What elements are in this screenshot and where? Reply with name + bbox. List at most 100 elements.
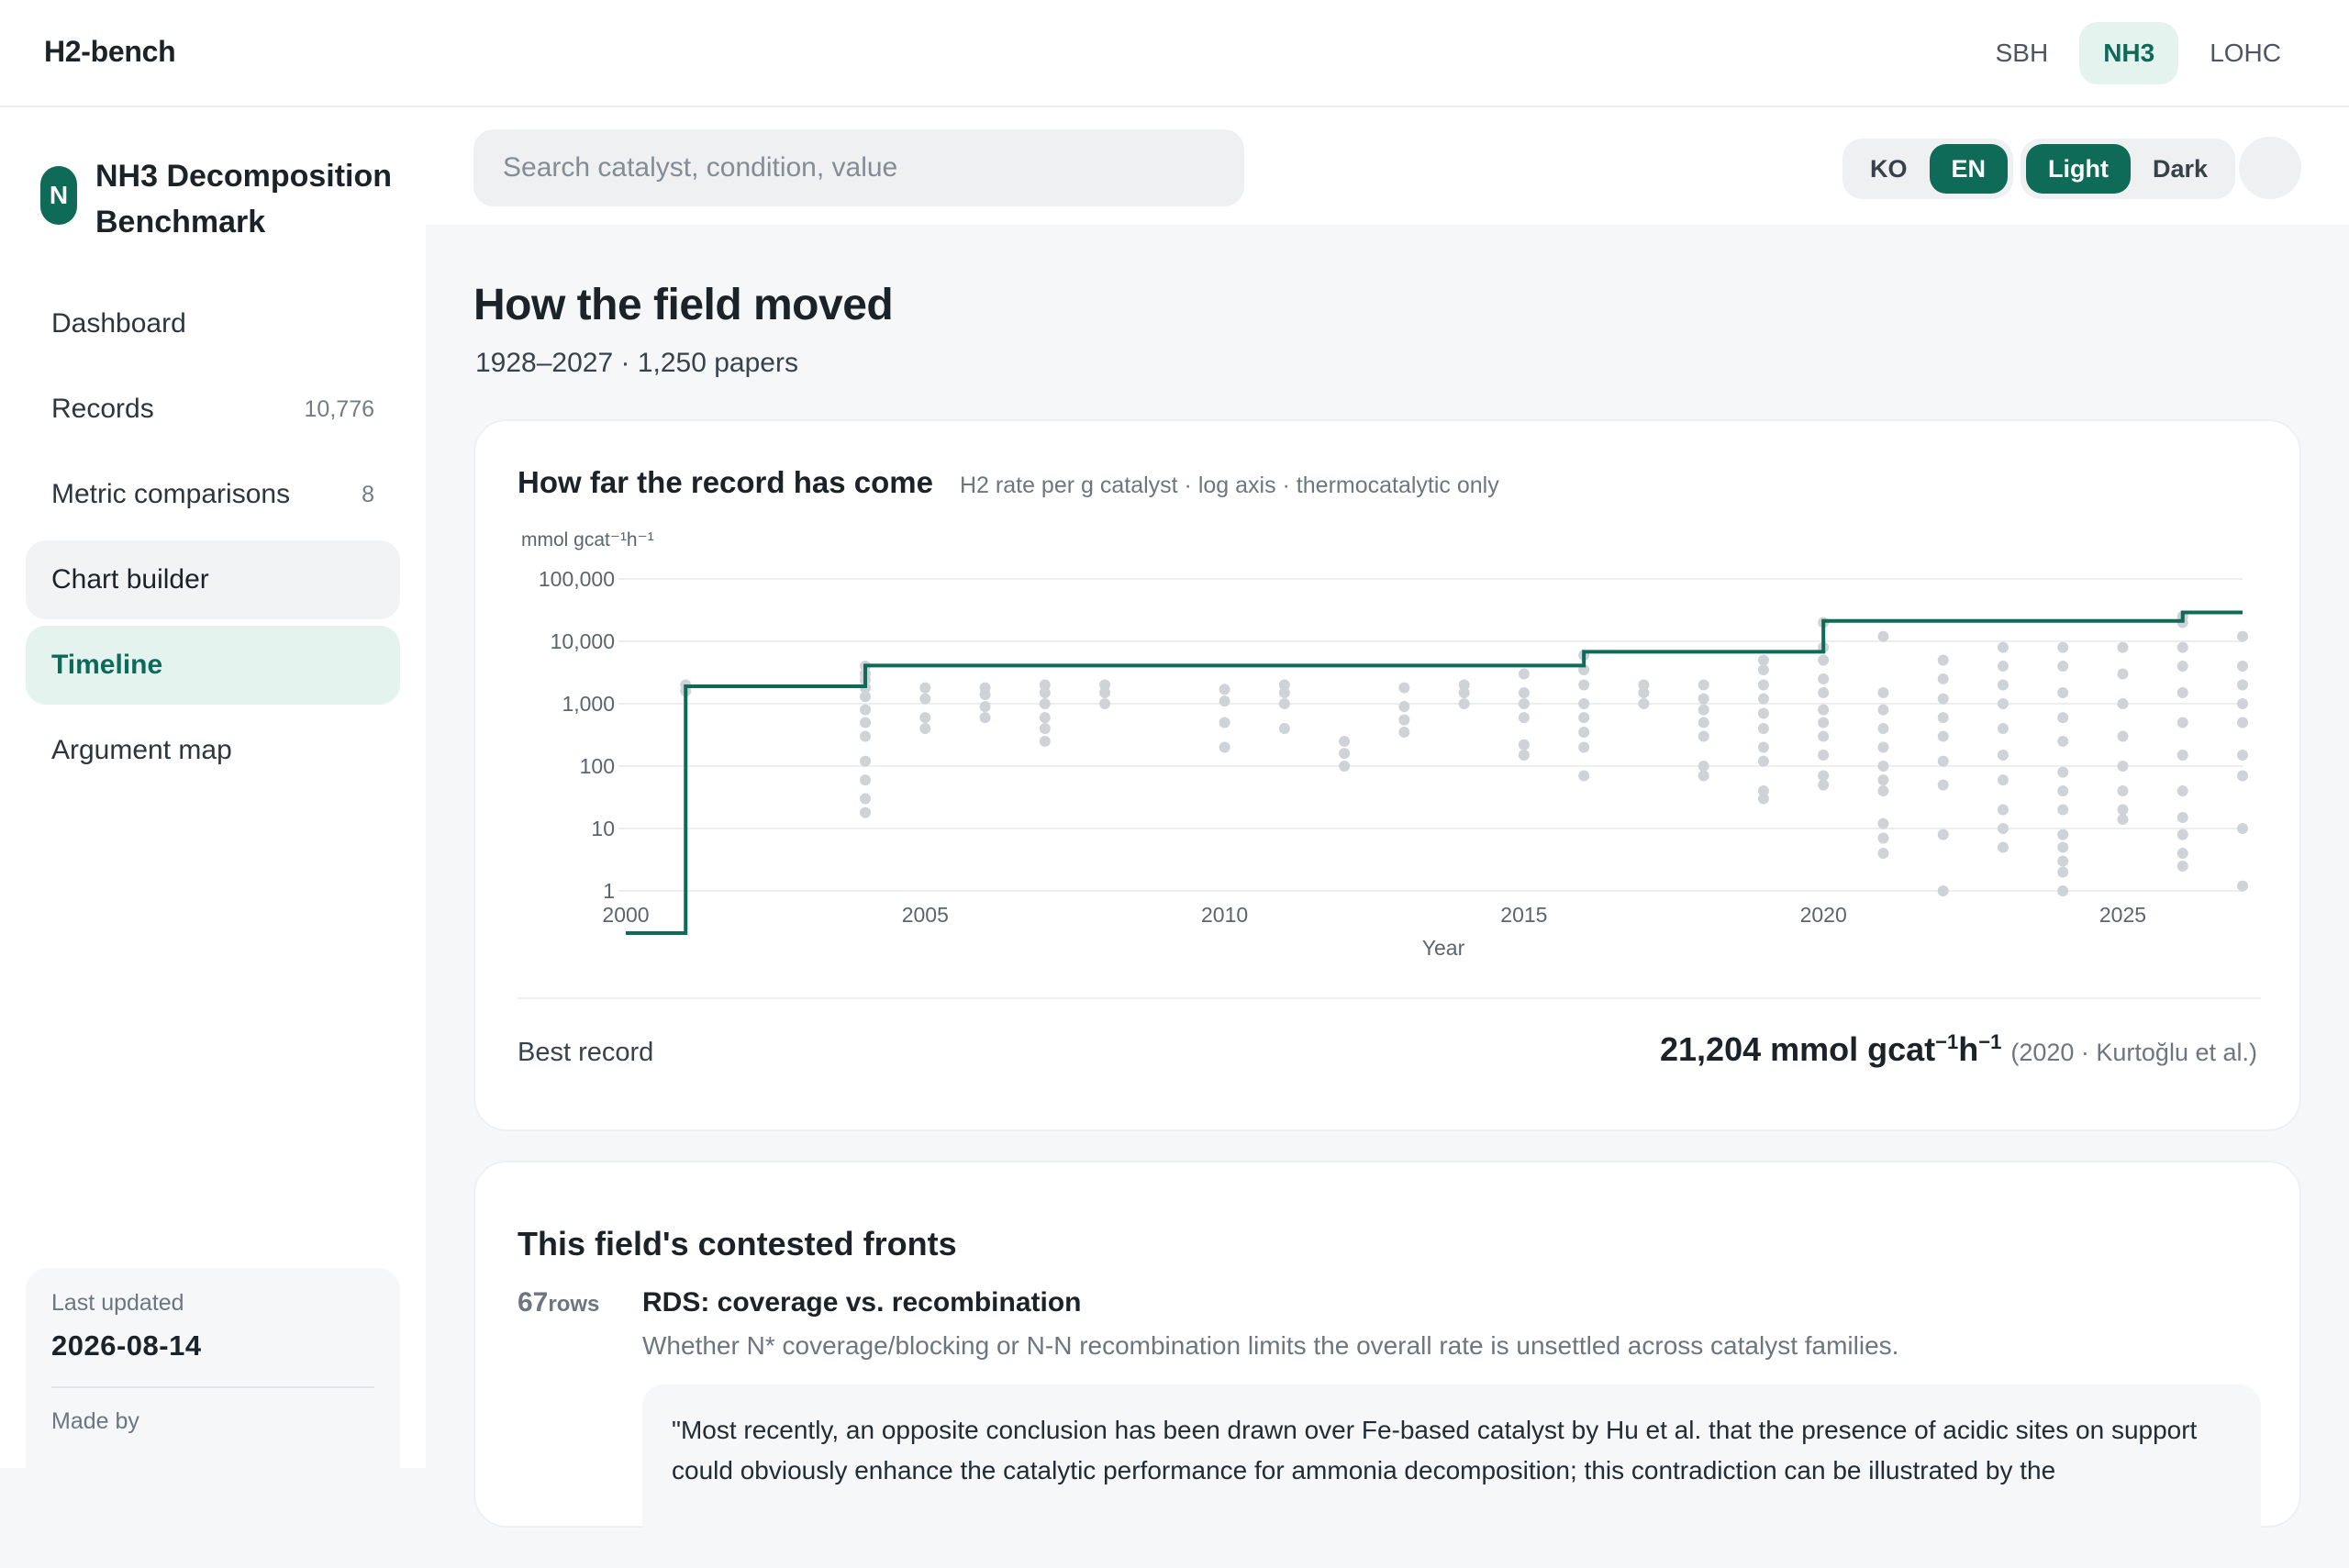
data-point — [2057, 661, 2069, 673]
page-title: How the field moved — [473, 281, 894, 329]
best-record-summary: 21,204 mmol gcat−1h−1 (2020 · Kurtoğlu e… — [1660, 1030, 2257, 1069]
data-point — [1039, 687, 1051, 699]
brand-logo[interactable]: H2-bench — [44, 35, 176, 68]
data-point — [1578, 727, 1590, 739]
avatar[interactable] — [2239, 137, 2301, 199]
data-point — [1757, 723, 1769, 735]
data-point — [1518, 750, 1530, 762]
tab-nh3[interactable]: NH3 — [2079, 22, 2179, 84]
sidebar-item-dashboard[interactable]: Dashboard — [26, 284, 400, 363]
data-point — [2057, 885, 2069, 896]
sidebar-item-chart-builder[interactable]: Chart builder — [26, 540, 400, 619]
data-point — [1458, 698, 1470, 709]
toolbar: KO EN Light Dark — [426, 107, 2349, 225]
tab-sbh[interactable]: SBH — [1995, 39, 2049, 67]
sidebar-nav: Dashboard Records 10,776 Metric comparis… — [26, 284, 400, 796]
data-point — [919, 693, 931, 705]
data-point — [1997, 698, 2009, 709]
data-point — [1818, 750, 1830, 762]
data-point — [1997, 774, 2009, 786]
data-point — [1877, 785, 1889, 797]
data-point — [2057, 866, 2069, 878]
sidebar: N NH3 Decomposition Benchmark Dashboard … — [0, 107, 426, 1488]
data-point — [1997, 641, 2009, 653]
data-point — [1997, 750, 2009, 762]
sidebar-item-count: 10,776 — [304, 395, 374, 422]
project-header: N NH3 Decomposition Benchmark — [40, 153, 407, 245]
data-point — [1757, 693, 1769, 705]
sidebar-item-timeline[interactable]: Timeline — [26, 626, 400, 705]
search-input[interactable] — [473, 129, 1244, 206]
data-point — [2117, 730, 2129, 742]
data-point — [2237, 717, 2248, 728]
data-point — [2117, 698, 2129, 709]
data-point — [1099, 698, 1111, 709]
y-tick-label: 10 — [591, 817, 615, 840]
data-point — [2057, 785, 2069, 797]
data-point — [1877, 832, 1889, 844]
data-point — [1638, 698, 1650, 709]
theme-dark-button[interactable]: Dark — [2152, 155, 2209, 183]
theme-light-button[interactable]: Light — [2026, 144, 2131, 194]
sidebar-item-metric-comparisons[interactable]: Metric comparisons 8 — [26, 455, 400, 534]
data-point — [979, 712, 991, 724]
main-content: How the field moved 1928–2027 · 1,250 pa… — [426, 225, 2349, 1568]
data-point — [1818, 704, 1830, 716]
record-chart-card: mmol gcat⁻¹h⁻¹ 1 10 100 1,000 10,000 100,000 20… — [473, 419, 2301, 1131]
data-point — [2176, 687, 2188, 699]
data-point — [2117, 814, 2129, 826]
data-point — [2237, 880, 2248, 892]
data-point — [1339, 761, 1351, 772]
x-tick-label: 2015 — [1500, 903, 1547, 927]
data-point — [979, 689, 991, 701]
data-point — [2057, 766, 2069, 778]
data-point — [1278, 679, 1290, 691]
data-point — [1937, 779, 1949, 791]
sidebar-item-records[interactable]: Records 10,776 — [26, 370, 400, 449]
data-point — [1698, 693, 1709, 705]
data-point — [1458, 687, 1470, 699]
lang-en-button[interactable]: EN — [1929, 144, 2009, 194]
data-point — [1757, 654, 1769, 666]
sidebar-item-label: Timeline — [51, 650, 163, 680]
data-point — [1997, 804, 2009, 816]
data-point — [1818, 779, 1830, 791]
best-record-unit-text: mmol gcat — [1770, 1030, 1936, 1068]
sidebar-item-argument-map[interactable]: Argument map — [26, 711, 400, 790]
x-tick-label: 2000 — [602, 903, 649, 927]
data-point — [1578, 770, 1590, 782]
project-name: NH3 Decomposition Benchmark — [95, 159, 393, 239]
data-point — [860, 774, 872, 786]
data-point — [2176, 661, 2188, 673]
data-point — [1757, 793, 1769, 805]
best-record-source: (2020 · Kurtoğlu et al.) — [2010, 1039, 2257, 1066]
x-tick-label: 2005 — [902, 903, 949, 927]
domain-tabs: SBH NH3 LOHC — [1972, 22, 2305, 84]
data-point — [1877, 630, 1889, 642]
sidebar-item-label: Dashboard — [51, 308, 186, 339]
best-record-label: Best record — [518, 1038, 654, 1067]
data-point — [2237, 661, 2248, 673]
lang-ko-button[interactable]: KO — [1870, 155, 1908, 183]
data-point — [1818, 687, 1830, 699]
data-point — [1398, 682, 1410, 694]
x-tick-label: 2025 — [2099, 903, 2146, 927]
data-point — [1578, 698, 1590, 709]
data-point — [1219, 717, 1230, 728]
data-point — [1518, 687, 1530, 699]
front-title[interactable]: RDS: coverage vs. recombination — [642, 1287, 1082, 1318]
tab-lohc[interactable]: LOHC — [2210, 39, 2281, 67]
data-point — [2117, 668, 2129, 680]
data-point — [1278, 723, 1290, 735]
data-point — [2117, 761, 2129, 772]
data-point — [1937, 828, 1949, 840]
sidebar-item-count: 8 — [362, 481, 374, 507]
data-point — [2057, 687, 2069, 699]
data-point — [1997, 679, 2009, 691]
data-point — [1937, 693, 1949, 705]
data-point — [1578, 679, 1590, 691]
data-point — [860, 717, 872, 728]
sidebar-item-label: Chart builder — [51, 564, 209, 595]
data-point — [1698, 761, 1709, 772]
data-point — [1757, 785, 1769, 797]
